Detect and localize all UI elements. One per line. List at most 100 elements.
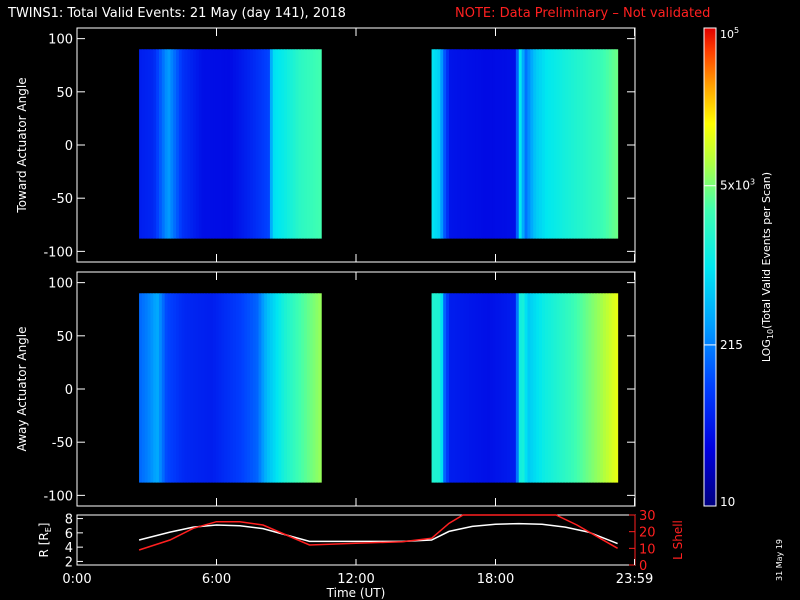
- away-heat-column: [483, 293, 488, 483]
- toward-heat-column: [252, 49, 257, 239]
- away-heat-column: [267, 293, 271, 483]
- away-heat-column: [161, 293, 166, 483]
- away-heat-column: [512, 293, 517, 483]
- toward-heat-column: [469, 49, 473, 239]
- toward-heat-column: [258, 49, 262, 239]
- away-heat-column: [187, 293, 191, 483]
- toward-heat-column: [483, 49, 488, 239]
- away-heat-column: [150, 293, 154, 483]
- toward-heat-column: [547, 49, 552, 239]
- away-heat-column: [213, 293, 217, 483]
- away-heat-column: [167, 293, 171, 483]
- away-heat-column: [275, 293, 280, 483]
- toward-heat-column: [536, 49, 540, 239]
- toward-heat-column: [446, 49, 450, 239]
- away-heat-column: [443, 293, 447, 483]
- toward-heat-column: [530, 49, 534, 239]
- away-heat-column: [605, 293, 610, 483]
- toward-heat-column: [318, 49, 322, 239]
- away-heat-column: [507, 293, 511, 483]
- away-heat-column: [156, 293, 160, 483]
- toward-heat-column: [292, 49, 297, 239]
- toward-heat-column: [204, 49, 208, 239]
- away-heat-column: [306, 293, 311, 483]
- toward-ytick-label: 100: [48, 33, 73, 48]
- toward-heat-column: [608, 49, 613, 239]
- away-heat-column: [472, 293, 476, 483]
- toward-heat-column: [576, 49, 581, 239]
- away-heat-column: [553, 293, 558, 483]
- toward-heat-column: [565, 49, 569, 239]
- away-heat-column: [463, 293, 468, 483]
- toward-ylabel: Toward Actuator Angle: [15, 77, 29, 213]
- away-heat-column: [227, 293, 231, 483]
- toward-heat-column: [255, 49, 260, 239]
- toward-heat-column: [269, 49, 274, 239]
- away-heat-column: [576, 293, 581, 483]
- toward-heat-column: [244, 49, 248, 239]
- toward-heat-column: [156, 49, 160, 239]
- away-axes: 100 50 0 -50 -100: [43, 272, 636, 506]
- toward-heat-column: [443, 49, 447, 239]
- toward-heat-column: [215, 49, 220, 239]
- away-heat-column: [480, 293, 485, 483]
- away-heat-column: [489, 293, 494, 483]
- away-heat-column: [315, 293, 319, 483]
- away-heat-column: [457, 293, 462, 483]
- away-heat-column: [170, 293, 174, 483]
- time-xtick-label: 0:00: [62, 572, 91, 587]
- toward-heat-column: [518, 49, 523, 239]
- toward-heat-column: [144, 49, 149, 239]
- away-heat-column: [434, 293, 438, 483]
- away-heat-column: [611, 293, 616, 483]
- toward-heat-column: [193, 49, 197, 239]
- toward-heat-column: [238, 49, 243, 239]
- toward-heat-column: [539, 49, 543, 239]
- toward-heat-column: [504, 49, 508, 239]
- toward-heat-column: [463, 49, 468, 239]
- toward-heat-column: [272, 49, 277, 239]
- away-heat-column: [597, 293, 601, 483]
- away-heat-column: [272, 293, 277, 483]
- away-heat-column: [547, 293, 552, 483]
- away-heat-column: [312, 293, 317, 483]
- away-heat-column: [295, 293, 299, 483]
- toward-heat-column: [315, 49, 319, 239]
- toward-heat-column: [489, 49, 494, 239]
- toward-heat-column: [170, 49, 174, 239]
- away-heatmap: [139, 293, 619, 483]
- r-ylabel: R [RE]: [37, 523, 53, 558]
- away-heat-column: [238, 293, 243, 483]
- toward-heat-column: [230, 49, 234, 239]
- away-heat-column: [252, 293, 257, 483]
- toward-heat-column: [139, 49, 143, 239]
- toward-heat-column: [434, 49, 438, 239]
- away-ytick-label: 100: [48, 277, 73, 292]
- toward-heat-column: [153, 49, 157, 239]
- away-heat-column: [269, 293, 274, 483]
- colorbar: 10 215 5x103 105 LOG10(Total Valid Events p…: [703, 26, 775, 509]
- toward-heat-column: [431, 49, 436, 239]
- away-heat-column: [475, 293, 479, 483]
- toward-heat-column: [495, 49, 500, 239]
- note-text: NOTE: Data Preliminary – Not validated: [455, 6, 710, 21]
- away-heat-column: [524, 293, 529, 483]
- away-heat-column: [486, 293, 491, 483]
- toward-heat-column: [559, 49, 563, 239]
- r-ytick-label: 4: [65, 541, 73, 556]
- away-heat-column: [258, 293, 262, 483]
- toward-heat-column: [603, 49, 607, 239]
- away-heat-column: [176, 293, 180, 483]
- away-ytick-label: 0: [65, 383, 73, 398]
- away-heat-column: [492, 293, 497, 483]
- toward-panel: 100 50 0 -50 -100 Toward Actuator Angle: [15, 27, 636, 263]
- away-ytick-label: -100: [43, 489, 73, 504]
- title-text: TWINS1: Total Valid Events: 21 May (day …: [7, 6, 346, 21]
- away-heat-column: [446, 293, 450, 483]
- toward-heat-column: [247, 49, 251, 239]
- away-heat-column: [232, 293, 237, 483]
- away-heat-column: [536, 293, 540, 483]
- toward-heat-column: [466, 49, 470, 239]
- away-heat-column: [469, 293, 473, 483]
